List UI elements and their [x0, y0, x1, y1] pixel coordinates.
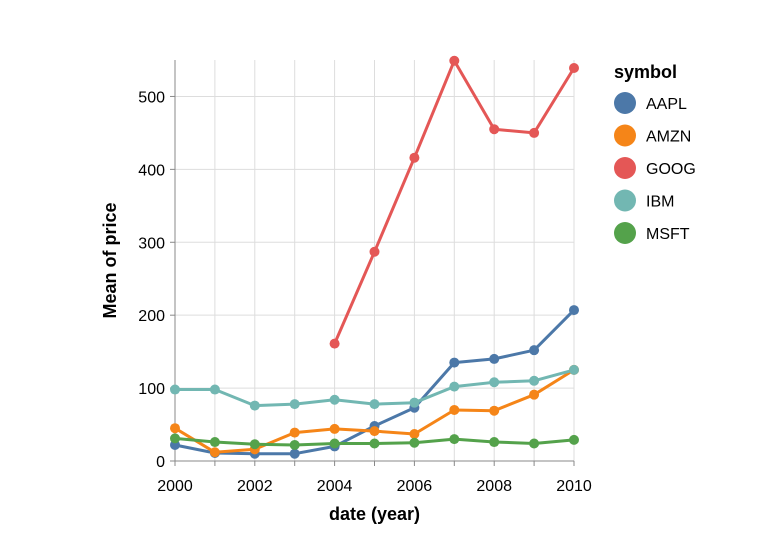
data-point-msft	[249, 439, 260, 450]
data-point-aapl	[489, 353, 500, 364]
data-point-aapl	[569, 305, 579, 316]
data-point-msft	[529, 438, 540, 449]
legend-label-amzn: AMZN	[646, 129, 691, 146]
x-tick-label: 2002	[237, 478, 273, 495]
legend-label-aapl: AAPL	[646, 96, 687, 113]
x-tick-label: 2008	[476, 478, 512, 495]
data-point-ibm	[489, 377, 500, 388]
data-point-goog	[529, 127, 540, 138]
data-point-amzn	[529, 389, 540, 400]
legend-swatch-msft	[614, 222, 636, 244]
series-points	[170, 55, 579, 459]
data-point-amzn	[289, 427, 300, 438]
data-point-ibm	[529, 375, 540, 386]
y-tick-label: 0	[156, 454, 165, 471]
data-point-msft	[489, 437, 500, 448]
data-point-amzn	[209, 447, 220, 458]
legend-swatch-ibm	[614, 189, 636, 212]
x-tick-label: 2000	[157, 478, 193, 495]
x-axis-title: date (year)	[329, 504, 420, 524]
data-point-msft	[209, 437, 220, 448]
data-point-ibm	[249, 400, 260, 411]
legend-swatch-goog	[614, 157, 636, 179]
data-point-amzn	[449, 404, 460, 415]
data-point-amzn	[329, 423, 340, 434]
data-point-amzn	[369, 426, 380, 437]
data-point-ibm	[170, 384, 180, 395]
legend-label-goog: GOOG	[646, 161, 696, 178]
legend-label-ibm: IBM	[646, 194, 674, 211]
data-point-goog	[409, 152, 420, 163]
legend: symbol AAPL AMZN GOOG IBM MSFT	[614, 62, 696, 244]
data-point-goog	[449, 55, 460, 66]
legend-swatch-aapl	[614, 92, 636, 114]
data-point-amzn	[409, 429, 420, 440]
axes: 2000 2002 2004 2006 2008 2010 0 100 200 300 400 500	[138, 60, 592, 495]
legend-swatch-amzn	[614, 124, 636, 147]
y-tick-label: 200	[138, 308, 165, 325]
y-tick-label: 500	[138, 89, 165, 106]
data-point-msft	[329, 438, 340, 449]
data-point-ibm	[569, 364, 579, 375]
data-point-aapl	[449, 357, 460, 368]
data-point-msft	[289, 439, 300, 450]
x-tick-label: 2010	[556, 478, 592, 495]
y-tick-label: 400	[138, 162, 165, 179]
legend-title: symbol	[614, 62, 677, 82]
x-tick-label: 2006	[397, 478, 433, 495]
data-point-goog	[369, 246, 380, 257]
data-point-ibm	[369, 399, 380, 410]
data-point-ibm	[409, 397, 420, 408]
data-point-goog	[329, 338, 340, 349]
y-tick-label: 300	[138, 235, 165, 252]
y-tick-label: 100	[138, 381, 165, 398]
data-point-msft	[170, 433, 180, 444]
x-tick-label: 2004	[317, 478, 353, 495]
data-point-goog	[569, 63, 579, 74]
data-point-ibm	[289, 399, 300, 410]
data-point-msft	[449, 434, 460, 445]
data-point-msft	[369, 438, 380, 449]
data-point-goog	[489, 124, 500, 135]
data-point-amzn	[489, 405, 500, 416]
data-point-amzn	[170, 423, 180, 434]
data-point-msft	[409, 437, 420, 448]
data-point-ibm	[209, 384, 220, 395]
data-point-ibm	[329, 394, 340, 405]
data-point-msft	[569, 434, 579, 445]
data-point-aapl	[289, 448, 300, 459]
y-axis-title: Mean of price	[100, 202, 120, 318]
legend-label-msft: MSFT	[646, 226, 690, 243]
data-point-ibm	[449, 381, 460, 392]
data-point-aapl	[529, 345, 540, 356]
